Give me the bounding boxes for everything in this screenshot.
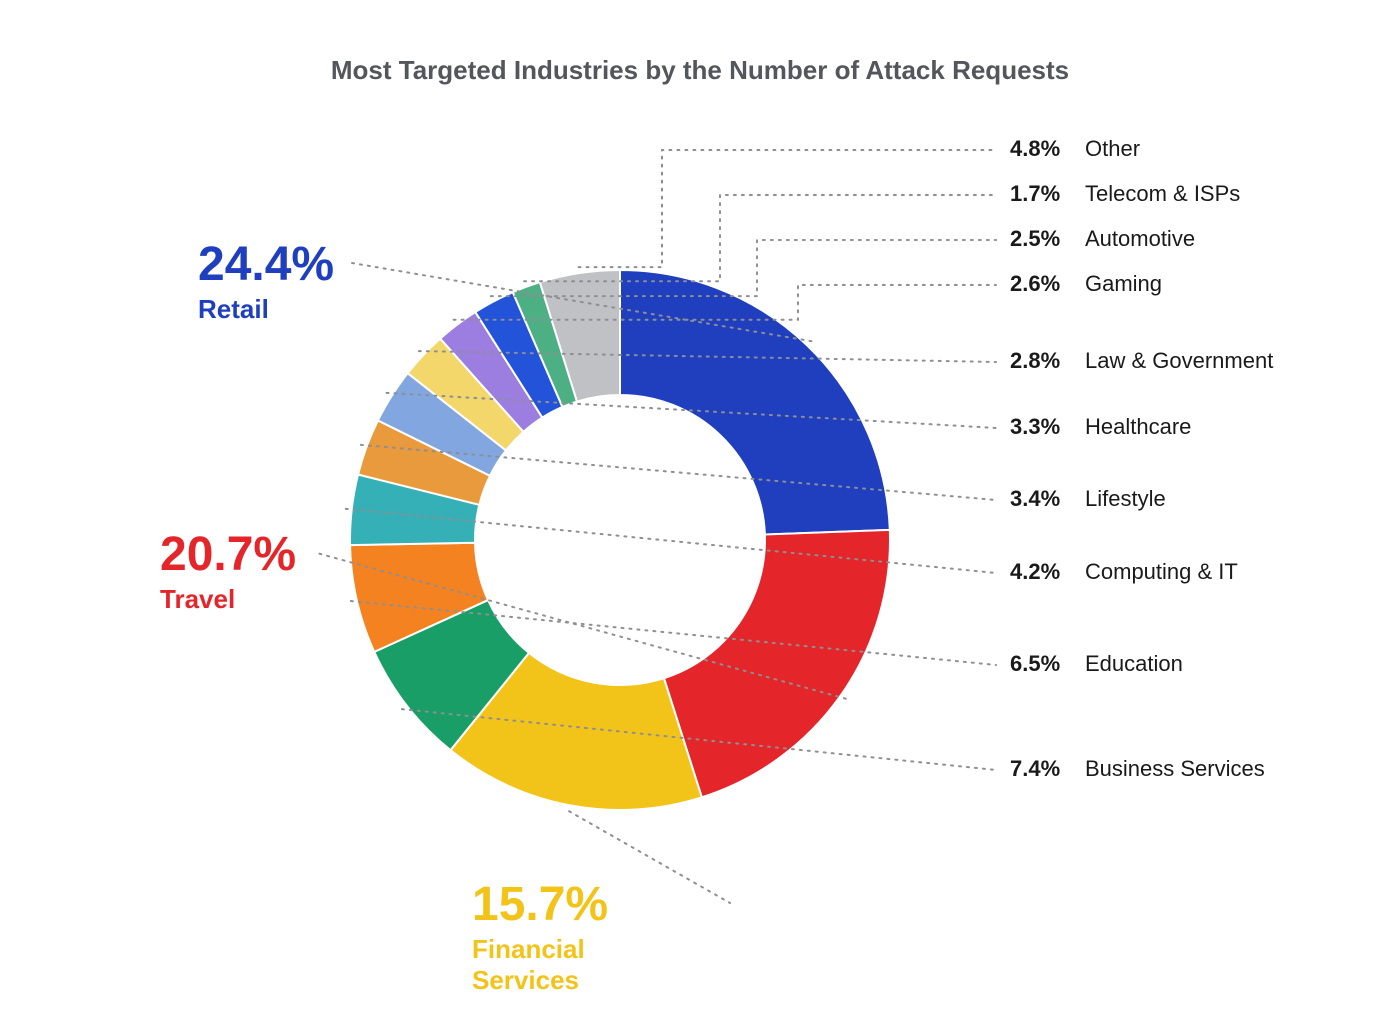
label-automotive: 2.5% <box>1010 226 1060 252</box>
slice-travel <box>664 530 890 797</box>
label-name: Business Services <box>1085 756 1265 781</box>
callout-name: Travel <box>160 584 296 615</box>
label-gaming: 2.6% <box>1010 271 1060 297</box>
label-name-computing: Computing & IT <box>1085 559 1238 585</box>
label-name-gaming: Gaming <box>1085 271 1162 297</box>
label-pct: 2.6% <box>1010 271 1060 296</box>
label-name-lifestyle: Lifestyle <box>1085 486 1166 512</box>
label-name-healthcare: Healthcare <box>1085 414 1191 440</box>
label-name-education: Education <box>1085 651 1183 677</box>
callout-name: Financial Services <box>472 934 612 996</box>
label-name: Computing & IT <box>1085 559 1238 584</box>
callout-retail: 24.4% Retail <box>198 240 334 325</box>
donut-chart <box>0 0 1400 1026</box>
label-pct: 4.8% <box>1010 136 1060 161</box>
label-name: Law & Government <box>1085 348 1273 373</box>
label-pct: 2.5% <box>1010 226 1060 251</box>
label-pct: 3.3% <box>1010 414 1060 439</box>
label-name-other: Other <box>1085 136 1140 162</box>
label-name: Healthcare <box>1085 414 1191 439</box>
label-name: Other <box>1085 136 1140 161</box>
label-name-law: Law & Government <box>1085 348 1273 374</box>
label-business: 7.4% <box>1010 756 1060 782</box>
callout-name: Retail <box>198 294 334 325</box>
label-pct: 3.4% <box>1010 486 1060 511</box>
leader-line <box>524 195 996 281</box>
callout-financial: 15.7%Financial Services <box>472 880 612 996</box>
label-law: 2.8% <box>1010 348 1060 374</box>
label-pct: 6.5% <box>1010 651 1060 676</box>
label-pct: 2.8% <box>1010 348 1060 373</box>
label-name: Automotive <box>1085 226 1195 251</box>
label-pct: 7.4% <box>1010 756 1060 781</box>
callout-travel: 20.7% Travel <box>160 530 296 615</box>
callout-pct: 20.7% <box>160 530 296 580</box>
callout-pct: 15.7% <box>472 880 612 930</box>
slice-retail <box>620 270 890 535</box>
label-lifestyle: 3.4% <box>1010 486 1060 512</box>
label-name: Education <box>1085 651 1183 676</box>
label-telecom: 1.7% <box>1010 181 1060 207</box>
label-name-business: Business Services <box>1085 756 1265 782</box>
label-other: 4.8% <box>1010 136 1060 162</box>
callout-pct: 24.4% <box>198 240 334 290</box>
label-healthcare: 3.3% <box>1010 414 1060 440</box>
label-education: 6.5% <box>1010 651 1060 677</box>
label-name-telecom: Telecom & ISPs <box>1085 181 1240 207</box>
label-name: Telecom & ISPs <box>1085 181 1240 206</box>
label-computing: 4.2% <box>1010 559 1060 585</box>
label-name: Lifestyle <box>1085 486 1166 511</box>
label-pct: 4.2% <box>1010 559 1060 584</box>
leader-line <box>579 150 996 267</box>
label-name: Gaming <box>1085 271 1162 296</box>
label-name-automotive: Automotive <box>1085 226 1195 252</box>
label-pct: 1.7% <box>1010 181 1060 206</box>
